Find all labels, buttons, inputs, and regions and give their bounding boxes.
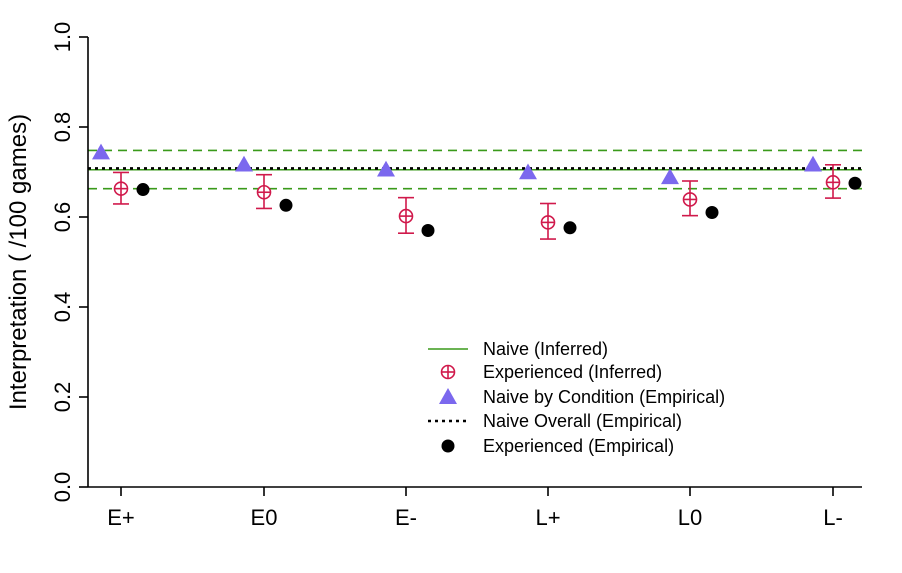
plot-area: [88, 143, 862, 240]
naive-condition-point: [377, 160, 395, 177]
axes: 0.0 0.2 0.4 0.6 0.8 1.0 E+ E0 E- L+ L0 L- Interpreta…: [5, 22, 862, 530]
experienced-inferred-point: [398, 196, 414, 234]
x-tick-label: L-: [823, 505, 843, 530]
experienced-empirical-point: [136, 183, 150, 197]
y-tick-label: 0.4: [50, 292, 75, 323]
experienced-empirical-point: [848, 176, 862, 190]
legend: Naive (Inferred) Experienced (Inferred) Na…: [428, 339, 725, 456]
experienced-inferred-point: [256, 173, 272, 210]
naive-condition-point: [92, 143, 110, 160]
legend-experienced-empirical-swatch: [441, 439, 455, 453]
y-axis-title: Interpretation ( /100 games): [5, 114, 32, 410]
legend-naive-inferred-label: Naive (Inferred): [483, 339, 608, 359]
x-tick-label: E-: [395, 505, 417, 530]
experienced-inferred-point: [825, 164, 841, 199]
legend-experienced-empirical-label: Experienced (Empirical): [483, 436, 674, 456]
x-tick-label: E+: [107, 505, 135, 530]
y-tick-label: 1.0: [50, 22, 75, 53]
y-tick-label: 0.6: [50, 202, 75, 233]
naive-condition-point: [661, 168, 679, 185]
experienced-inferred-point: [540, 202, 556, 240]
x-tick-label: L0: [678, 505, 702, 530]
y-tick-label: 0.2: [50, 382, 75, 413]
y-tick-label: 0.8: [50, 112, 75, 143]
experienced-inferred-point: [682, 180, 698, 217]
naive-condition-point: [519, 163, 537, 180]
legend-naive-condition-label: Naive by Condition (Empirical): [483, 387, 725, 407]
experienced-empirical-point: [705, 206, 719, 219]
legend-naive-condition-swatch: [439, 388, 457, 404]
experienced-empirical-point: [563, 221, 577, 235]
y-tick-label: 0.0: [50, 472, 75, 503]
experienced-empirical-point: [421, 224, 435, 237]
naive-condition-point: [235, 155, 253, 172]
x-tick-label: E0: [251, 505, 278, 530]
naive-condition-point: [804, 155, 822, 172]
legend-experienced-inferred-label: Experienced (Inferred): [483, 362, 662, 382]
x-tick-label: L+: [535, 505, 560, 530]
legend-naive-overall-label: Naive Overall (Empirical): [483, 411, 682, 431]
experienced-empirical-point: [279, 198, 293, 212]
experienced-inferred-point: [113, 171, 129, 205]
